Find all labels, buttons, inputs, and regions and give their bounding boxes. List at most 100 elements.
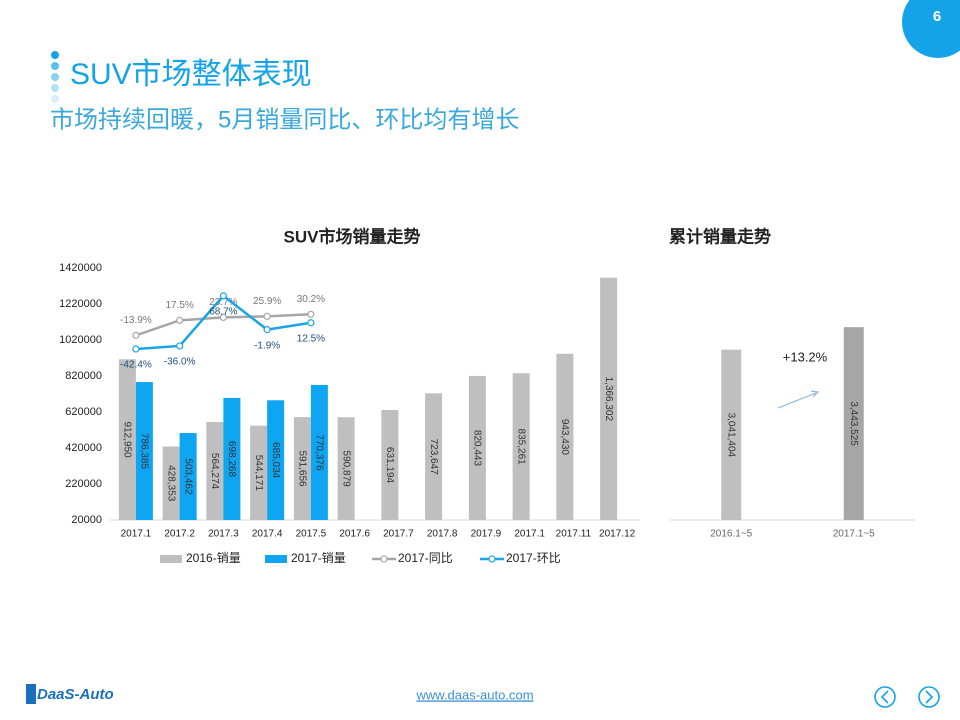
bar-value-label: 685,034 xyxy=(270,442,281,479)
line-value-label: -36.0% xyxy=(164,357,196,368)
bar xyxy=(206,422,224,520)
x-tick-label: 2017.11 xyxy=(556,529,592,540)
next-button[interactable] xyxy=(918,686,940,708)
bar-value-label: 428,353 xyxy=(165,465,176,502)
line-marker xyxy=(307,319,315,327)
bar-value-label: 912,950 xyxy=(122,422,133,459)
line-marker xyxy=(307,310,315,318)
x-tick-label: 2017.9 xyxy=(471,529,502,540)
x-tick-label: 2017.7 xyxy=(383,529,414,540)
x-tick-label: 2017.5 xyxy=(296,529,327,540)
x-tick-label: 2017.2 xyxy=(164,529,195,540)
bar xyxy=(556,353,574,520)
bar xyxy=(293,417,311,520)
growth-arrow xyxy=(777,392,817,409)
y-tick-label: 20000 xyxy=(71,514,102,526)
growth-arrow-head xyxy=(810,390,820,398)
bar-value-label: 591,656 xyxy=(297,450,308,487)
x-tick-label: 2017.1 xyxy=(514,529,545,540)
line-value-label: 25.9% xyxy=(253,296,281,307)
bar xyxy=(600,277,618,520)
line-value-label: 12.5% xyxy=(297,333,325,344)
bar-value-label: 723,647 xyxy=(428,439,439,476)
bar-value-label: 544,171 xyxy=(253,455,264,492)
y-tick-label: 620000 xyxy=(65,406,102,418)
line-marker xyxy=(132,331,140,339)
slide-subtitle: 市场持续回暖，5月销量同比、环比均有增长 xyxy=(50,106,519,133)
page-number: 6 xyxy=(933,8,941,25)
page-badge xyxy=(902,0,960,58)
bar-value-label: 786,385 xyxy=(139,433,150,470)
line-value-label: -42.4% xyxy=(120,360,152,371)
y-tick-label: 420000 xyxy=(65,442,102,454)
bar-value-label: 770,376 xyxy=(314,434,325,471)
slide-title: SUV市场整体表现 xyxy=(70,58,312,91)
bar xyxy=(337,417,355,520)
line-value-label: 68.7% xyxy=(209,307,237,318)
bar xyxy=(223,397,241,520)
title-dots xyxy=(51,51,59,103)
x-tick-label: 2017.4 xyxy=(252,529,283,540)
y-tick-label: 1020000 xyxy=(59,334,102,346)
bar xyxy=(425,393,443,520)
line-marker xyxy=(219,313,227,321)
bar-value-label: 943,430 xyxy=(559,419,570,456)
line-value-label: -1.9% xyxy=(254,340,280,351)
bar-value-label: 631,194 xyxy=(384,447,395,484)
bar xyxy=(179,432,197,520)
bar-value-label: 698,268 xyxy=(226,441,237,478)
line-marker xyxy=(176,316,184,324)
line-marker xyxy=(176,342,184,350)
bar-value-label: 835,261 xyxy=(515,429,526,466)
legend-swatch xyxy=(265,555,287,563)
x-tick-label: 2017.1~5 xyxy=(833,529,875,540)
charts: SUV市场销量走势 20000 220000 420000 620000 820000 10… xyxy=(59,226,915,565)
bar-value-label: 503,462 xyxy=(182,458,193,495)
bar xyxy=(162,446,180,520)
bar xyxy=(250,425,268,520)
legend-label: 2017-环比 xyxy=(506,551,561,565)
legend-label: 2017-销量 xyxy=(291,551,346,565)
legend-marker xyxy=(488,555,496,563)
y-tick-label: 1220000 xyxy=(59,298,102,310)
legend-label: 2016-销量 xyxy=(186,551,241,565)
bar-value-label: 590,879 xyxy=(340,451,351,488)
bar xyxy=(118,359,136,520)
legend-label: 2017-同比 xyxy=(398,551,453,565)
line-value-label: -13.9% xyxy=(120,315,152,326)
bar xyxy=(381,409,399,520)
bar-value-label: 3,041,404 xyxy=(726,413,737,458)
line-marker xyxy=(263,326,271,334)
chart-title: SUV市场销量走势 xyxy=(284,226,421,246)
bar-value-label: 3,443,525 xyxy=(848,401,859,446)
y-tick-label: 1420000 xyxy=(59,262,102,274)
annotation: +13.2% xyxy=(783,349,828,364)
x-tick-label: 2017.8 xyxy=(427,529,458,540)
line-value-label: 17.5% xyxy=(165,300,193,311)
bar-value-label: 1,366,302 xyxy=(603,377,614,422)
line-marker xyxy=(263,312,271,320)
x-tick-label: 2016.1~5 xyxy=(710,529,752,540)
legend-marker xyxy=(380,555,388,563)
x-tick-label: 2017.1 xyxy=(121,529,152,540)
x-tick-label: 2017.12 xyxy=(599,529,636,540)
x-tick-label: 2017.6 xyxy=(339,529,370,540)
bar xyxy=(843,327,864,520)
logo: DaaS-Auto xyxy=(26,684,114,704)
prev-button[interactable] xyxy=(874,686,896,708)
bar xyxy=(468,375,486,520)
bar-value-label: 820,443 xyxy=(472,430,483,467)
line-marker xyxy=(219,292,227,300)
y-tick-label: 220000 xyxy=(65,478,102,490)
x-tick-label: 2017.3 xyxy=(208,529,239,540)
website-link[interactable]: www.daas-auto.com xyxy=(415,687,533,702)
bar xyxy=(721,349,742,520)
bar xyxy=(267,400,285,520)
bar xyxy=(310,384,328,520)
bar-value-label: 564,274 xyxy=(209,453,220,490)
bar xyxy=(512,373,530,520)
line-marker xyxy=(132,345,140,353)
logo-text: DaaS-Auto xyxy=(37,686,114,703)
legend-swatch xyxy=(160,555,182,563)
